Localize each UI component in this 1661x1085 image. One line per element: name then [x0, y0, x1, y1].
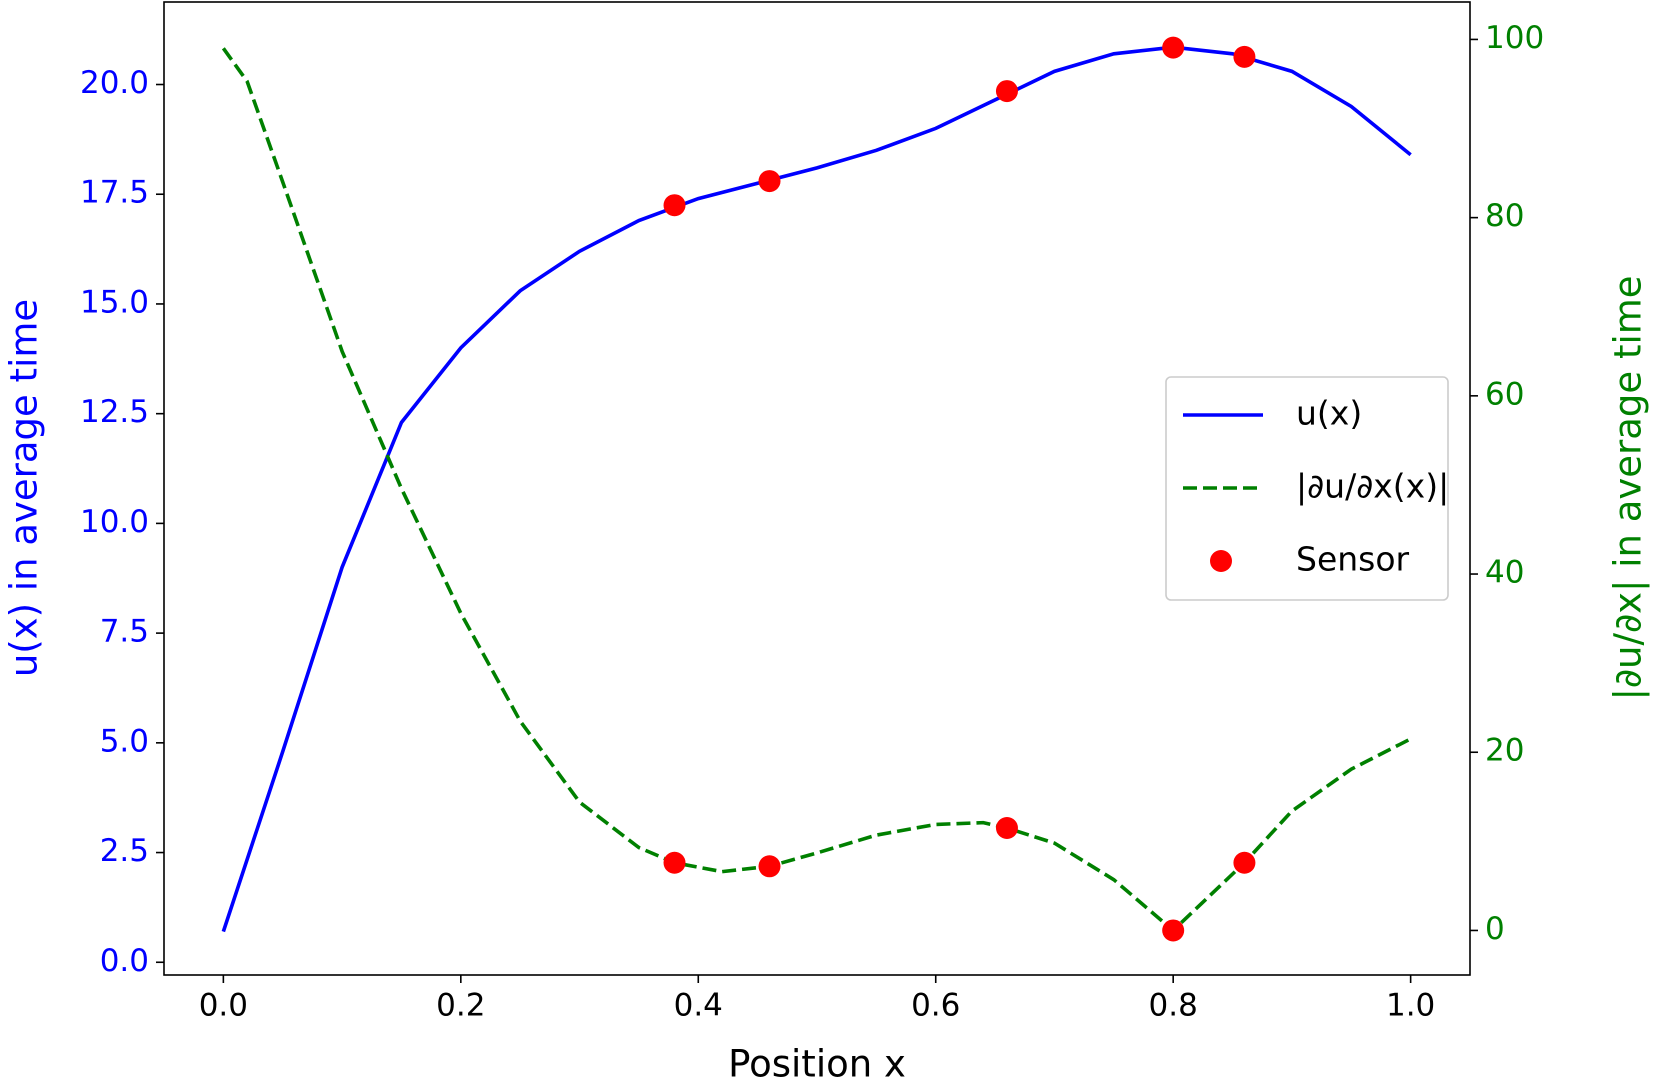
data-line [221, 47, 1412, 933]
y2-tick-label: 80 [1485, 198, 1524, 234]
x-tick-label: 0.2 [436, 988, 485, 1024]
sensor-point [663, 194, 686, 217]
y2-tick-label: 20 [1485, 733, 1524, 769]
x-tick-label: 0.8 [1149, 988, 1198, 1024]
legend-label: |∂u/∂x(x)| [1296, 467, 1449, 506]
sensor-point [758, 170, 781, 193]
y2-tick-label: 100 [1485, 20, 1544, 56]
data-line [221, 45, 1412, 933]
y2-axis-label: |∂u/∂x| in average time [1607, 275, 1650, 700]
y-tick-label: 10.0 [80, 504, 149, 540]
y2-tick-label: 60 [1485, 376, 1524, 412]
legend-box [1165, 376, 1449, 601]
y-tick-label: 17.5 [80, 175, 149, 211]
y2-tick-label: 40 [1485, 555, 1524, 591]
x-axis-label: Position x [728, 1043, 906, 1085]
x-tick-label: 0.6 [911, 988, 960, 1024]
y-tick-label: 7.5 [100, 614, 149, 650]
x-tick-label: 0.0 [199, 988, 248, 1024]
y-axis-label: u(x) in average time [3, 299, 46, 677]
y-tick-label: 0.0 [100, 943, 149, 979]
y-tick-label: 5.0 [100, 723, 149, 759]
legend-label: Sensor [1296, 540, 1410, 579]
legend-label: u(x) [1296, 394, 1362, 433]
x-tick-label: 0.4 [674, 988, 723, 1024]
y2-tick-label: 0 [1485, 911, 1505, 947]
y-tick-label: 20.0 [80, 65, 149, 101]
x-tick-label: 1.0 [1386, 988, 1435, 1024]
y-tick-label: 2.5 [100, 833, 149, 869]
sensor-point [1233, 45, 1256, 68]
sensor-point [1162, 919, 1185, 942]
y-tick-label: 15.0 [80, 284, 149, 320]
sensor-point [663, 851, 686, 874]
y-tick-label: 12.5 [80, 394, 149, 430]
sensor-point [758, 855, 781, 878]
legend-marker [1210, 550, 1232, 572]
sensor-point [1233, 851, 1256, 874]
plot-frame [163, 1, 1471, 976]
sensor-point [995, 816, 1018, 839]
sensor-point [1162, 36, 1185, 59]
sensor-point [995, 80, 1018, 103]
